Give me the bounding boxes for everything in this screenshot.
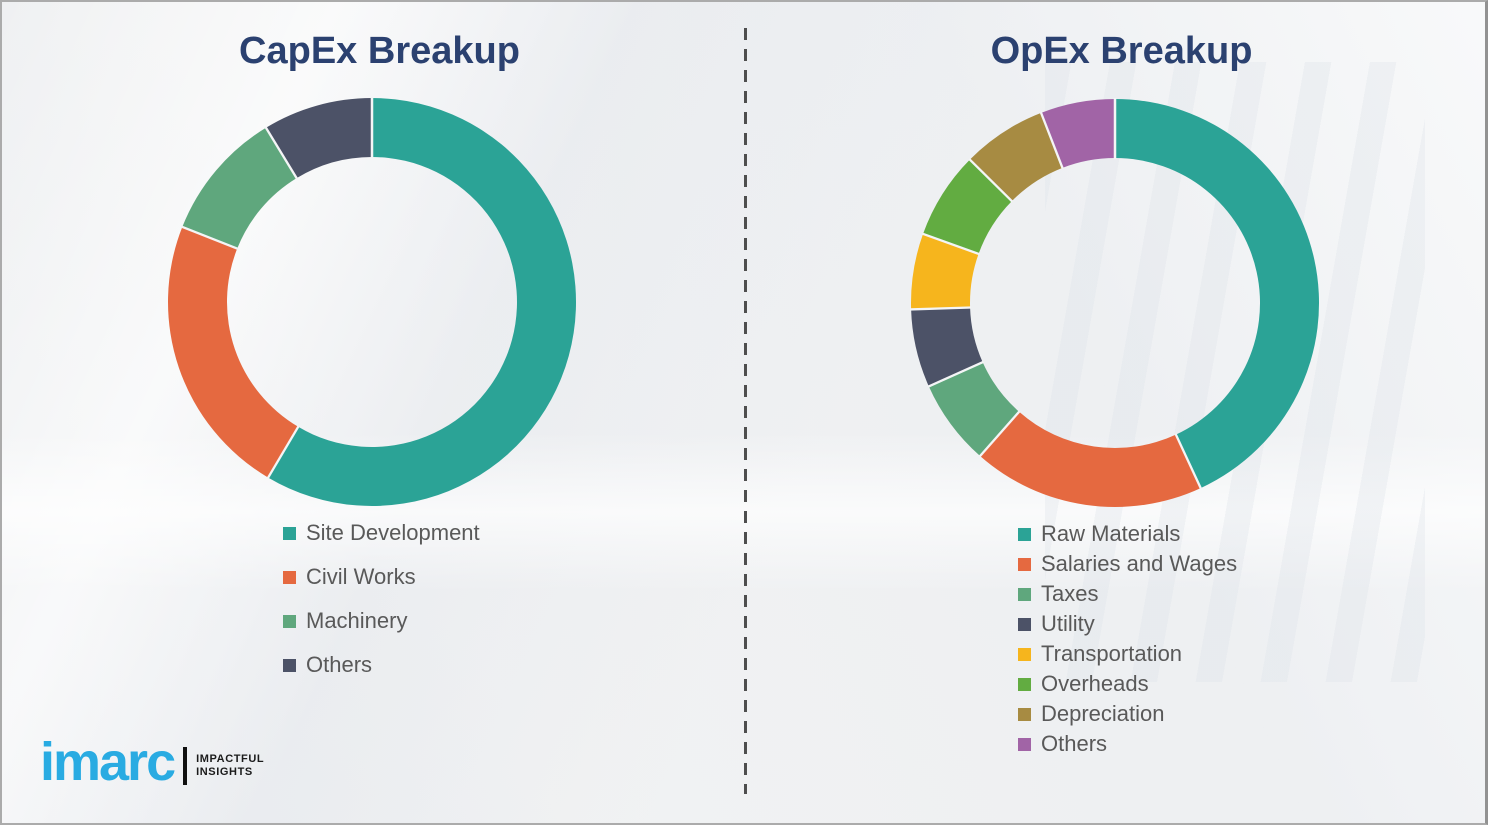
legend-item-raw-materials: Raw Materials (1018, 519, 1237, 549)
legend-label: Taxes (1041, 581, 1099, 606)
opex-donut-chart (910, 98, 1320, 508)
segment-gap (927, 360, 985, 388)
legend-label: Raw Materials (1041, 521, 1181, 546)
segment-civil-works (168, 226, 299, 478)
capex-donut-chart (168, 97, 577, 507)
segment-gap (1174, 433, 1203, 490)
segment-gap (1039, 111, 1064, 170)
legend-item-salaries-and-wages: Salaries and Wages (1018, 549, 1237, 579)
legend-swatch-transportation (1018, 647, 1031, 661)
legend-swatch-others (283, 658, 296, 672)
legend-item-others: Others (1018, 729, 1237, 759)
legend-item-others: Others (283, 643, 480, 687)
segment-gap (264, 126, 299, 180)
bottom-margin (0, 825, 1488, 836)
legend-label: Depreciation (1041, 701, 1165, 726)
segment-overheads (923, 159, 1012, 254)
imarc-logo-divider (183, 747, 188, 785)
legend-swatch-machinery (283, 614, 296, 628)
legend-swatch-overheads (1018, 677, 1031, 691)
legend-label: Utility (1041, 611, 1095, 636)
legend-swatch-taxes (1018, 587, 1031, 601)
segment-gap (910, 306, 972, 311)
legend-item-civil-works: Civil Works (283, 555, 480, 599)
legend-item-taxes: Taxes (1018, 579, 1237, 609)
legend-item-site-development: Site Development (283, 511, 480, 555)
segment-raw-materials (1115, 99, 1320, 489)
legend-label: Machinery (306, 608, 408, 633)
legend-label: Civil Works (306, 564, 416, 589)
legend-swatch-depreciation (1018, 707, 1031, 721)
legend-label: Others (1041, 731, 1108, 756)
segment-salaries-and-wages (980, 411, 1201, 508)
legend-item-transportation: Transportation (1018, 639, 1237, 669)
segment-others (1041, 99, 1115, 168)
legend-label: Others (306, 652, 373, 677)
imarc-logo-tagline: IMPACTFUL INSIGHTS (196, 753, 264, 779)
segment-others (265, 98, 372, 179)
segment-gap (180, 225, 239, 251)
segment-gap (266, 425, 300, 480)
segment-machinery (182, 127, 297, 249)
tagline-line-1: IMPACTFUL (196, 753, 265, 765)
legend-label: Transportation (1041, 641, 1183, 666)
segment-site-development (268, 98, 577, 507)
legend-item-overheads: Overheads (1018, 669, 1237, 699)
segment-gap (921, 232, 980, 256)
legend-swatch-salaries-and-wages (1018, 557, 1031, 571)
legend-swatch-raw-materials (1018, 527, 1031, 541)
legend-item-depreciation: Depreciation (1018, 699, 1237, 729)
tagline-line-2: INSIGHTS (196, 766, 253, 778)
legend-label: Overheads (1041, 671, 1149, 696)
legend-swatch-others (1018, 737, 1031, 751)
legend-label: Salaries and Wages (1041, 551, 1238, 576)
segment-depreciation (969, 112, 1063, 202)
opex-legend: Raw Materials Salaries and Wages Taxes Util… (1018, 519, 1237, 759)
legend-swatch-site-development (283, 526, 296, 540)
legend-swatch-civil-works (283, 570, 296, 584)
segment-gap (968, 158, 1014, 203)
legend-item-machinery: Machinery (283, 599, 480, 643)
imarc-logo: imarc IMPACTFUL INSIGHTS (40, 735, 264, 789)
divider-dashed-line (744, 28, 747, 794)
segment-gap (978, 410, 1021, 458)
legend-item-utility: Utility (1018, 609, 1237, 639)
imarc-logo-text: imarc (40, 732, 176, 792)
segment-transportation (910, 233, 979, 310)
opex-title: OpEx Breakup (990, 30, 1253, 72)
segment-utility (911, 307, 983, 387)
segment-taxes (928, 362, 1020, 457)
legend-label: Site Development (306, 520, 480, 545)
capex-title: CapEx Breakup (239, 30, 520, 72)
legend-swatch-utility (1018, 617, 1031, 631)
capex-legend: Site Development Civil Works Machinery Othe… (283, 511, 480, 687)
